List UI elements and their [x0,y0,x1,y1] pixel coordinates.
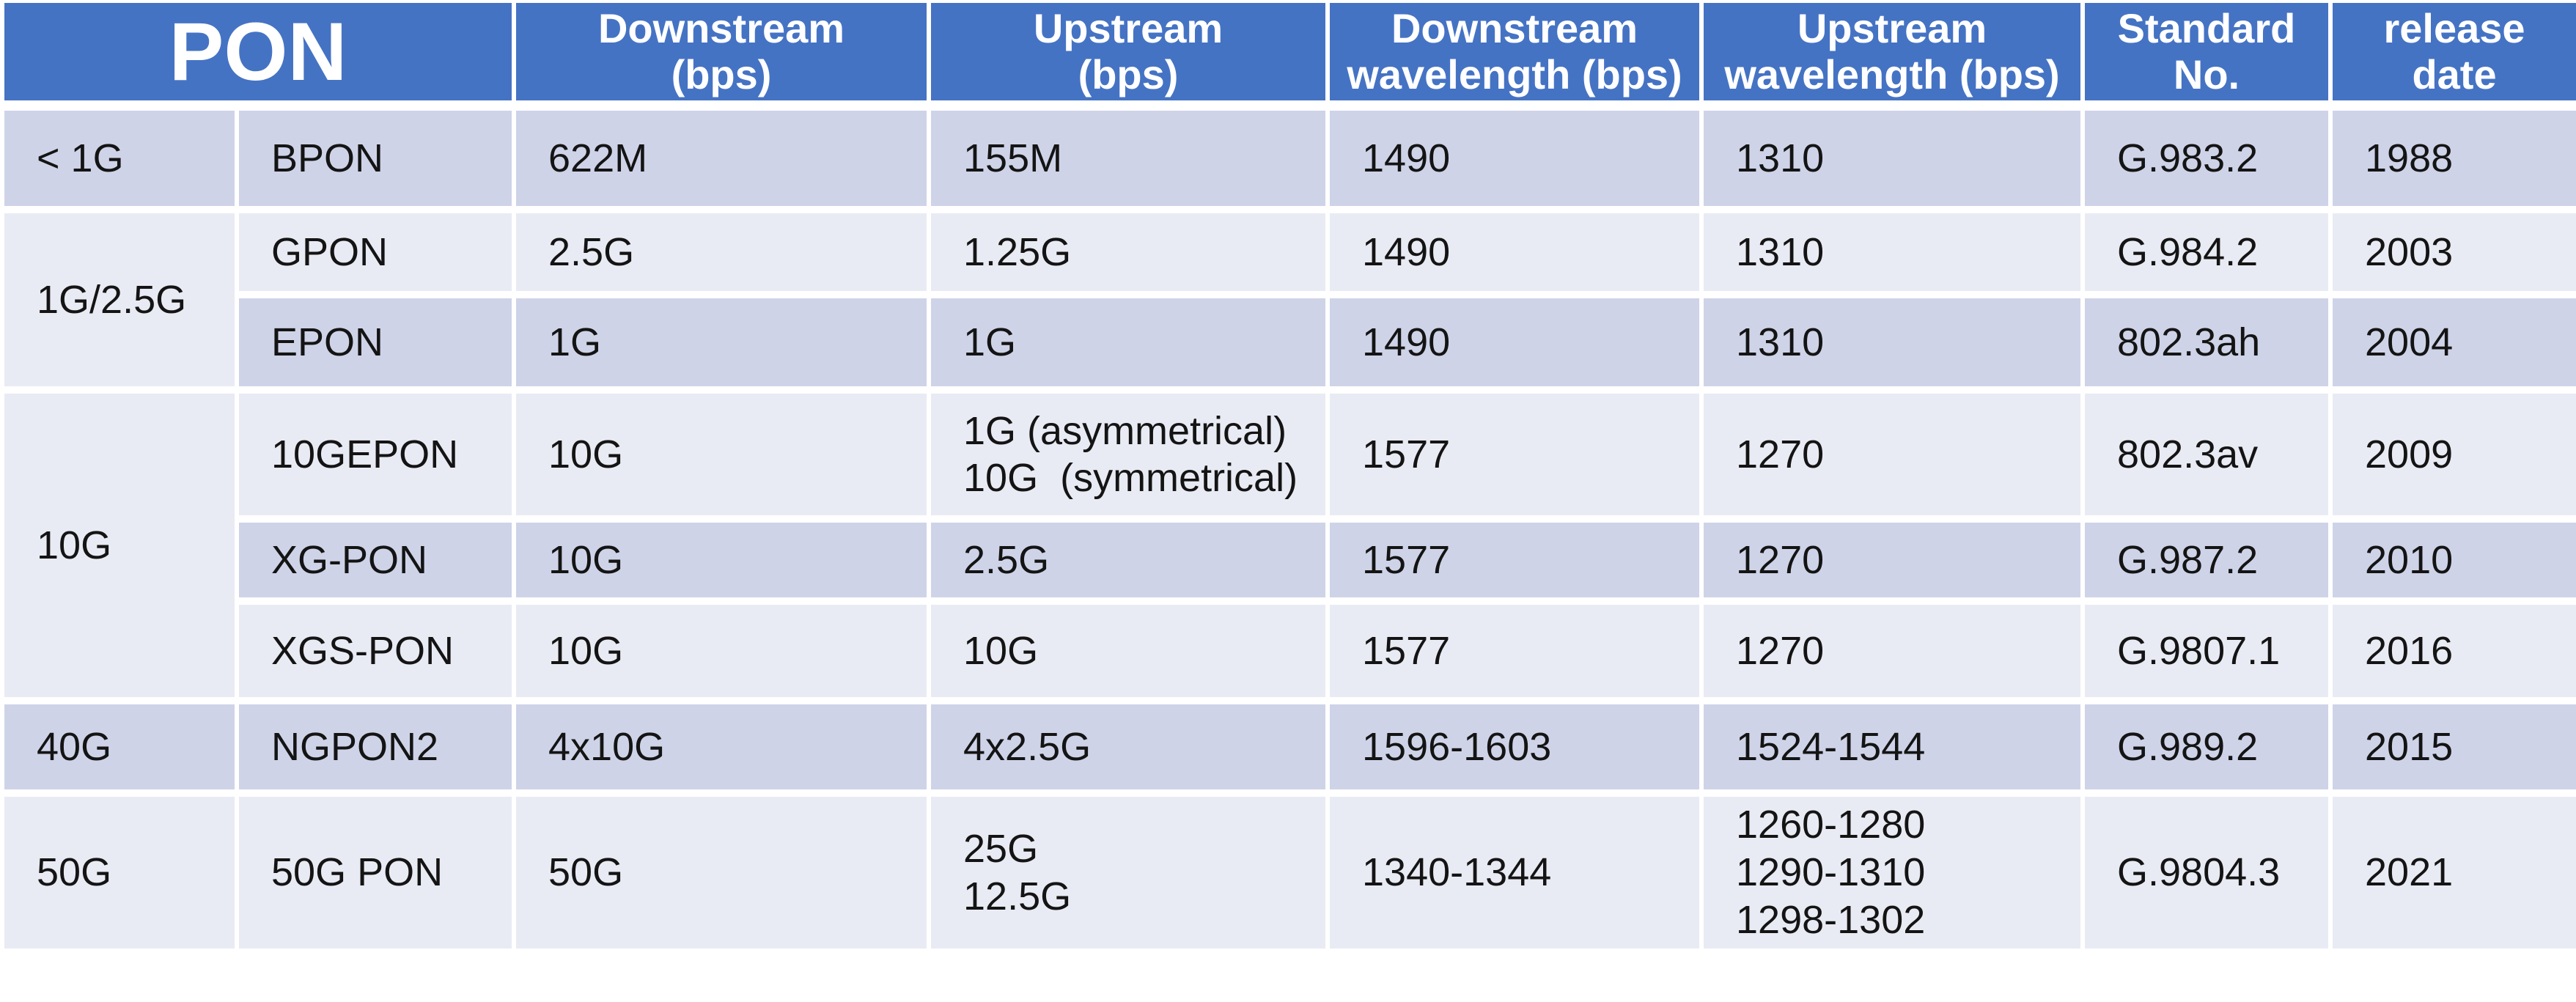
cell-xgpon-upstream-wavelength: 1270 [1699,515,2086,605]
header-downstream-bps: Downstream (bps) [512,0,932,111]
header-downstream-wavelength: Downstream wavelength (bps) [1325,0,1704,111]
cell-bpon-downstream: 622M [512,102,932,214]
cell-50gpon-standard: G.9804.3 [2080,789,2333,956]
table-row-10gepon: 10G 10GEPON 10G 1G (asymmetrical) 10G (s… [0,386,2576,705]
cell-bpon-name: BPON [234,102,517,214]
table-row-xgpon: XG-PON 10G 2.5G 1577 1270 G.987.2 2010 [2,515,2576,605]
cell-gpon-release: 2003 [2328,206,2576,299]
cell-epon-release: 2004 [2328,291,2576,394]
pon-comparison-table: PON Downstream (bps) Upstream (bps) Down… [0,0,2576,956]
cell-xgspon-release: 2016 [2328,597,2576,705]
cell-ngpon2-upstream: 4x2.5G [927,697,1331,797]
cell-ngpon2-standard: G.989.2 [2080,697,2333,797]
cell-ngpon2-downstream: 4x10G [512,697,932,797]
header-pon: PON [0,0,517,111]
header-release-date: release date [2328,0,2576,111]
cell-50gpon-downstream-wavelength: 1340-1344 [1325,789,1704,956]
table-row-bpon: < 1G BPON 622M 155M 1490 1310 G.983.2 19… [0,102,2576,214]
table-row-50gpon: 50G 50G PON 50G 25G 12.5G 1340-1344 1260… [0,789,2576,956]
cell-10gepon-upstream: 1G (asymmetrical) 10G (symmetrical) [927,386,1331,523]
table-row-epon: EPON 1G 1G 1490 1310 802.3ah 2004 [2,291,2576,394]
cell-xgspon-standard: G.9807.1 [2080,597,2333,705]
table-row-xgspon: XGS-PON 10G 10G 1577 1270 G.9807.1 2016 [2,597,2576,705]
cell-xgpon-standard: G.987.2 [2080,515,2333,605]
header-upstream-wavelength: Upstream wavelength (bps) [1699,0,2086,111]
cell-epon-downstream-wavelength: 1490 [1325,291,1704,394]
cell-group-40g: 40G [0,697,239,797]
cell-epon-upstream: 1G [927,291,1331,394]
cell-10gepon-standard: 802.3av [2080,386,2333,523]
table-row-gpon: 1G/2.5G GPON 2.5G 1.25G 1490 1310 G.984.… [0,206,2576,394]
cell-50gpon-upstream: 25G 12.5G [927,789,1331,956]
cell-xgpon-downstream: 10G [512,515,932,605]
cell-gpon-upstream-wavelength: 1310 [1699,206,2086,299]
cell-gpon-downstream: 2.5G [512,206,932,299]
cell-epon-downstream: 1G [512,291,932,394]
cell-bpon-downstream-wavelength: 1490 [1325,102,1704,214]
cell-xgspon-downstream: 10G [512,597,932,705]
cell-gpon-standard: G.984.2 [2080,206,2333,299]
cell-xgpon-name: XG-PON [234,515,517,605]
cell-10gepon-release: 2009 [2328,386,2576,523]
cell-50gpon-name: 50G PON [234,789,517,956]
cell-xgpon-downstream-wavelength: 1577 [1325,515,1704,605]
cell-gpon-downstream-wavelength: 1490 [1325,206,1704,299]
cell-10gepon-name: 10GEPON [234,386,517,523]
table-row-ngpon2: 40G NGPON2 4x10G 4x2.5G 1596-1603 1524-1… [0,697,2576,797]
cell-ngpon2-name: NGPON2 [234,697,517,797]
table-header-row: PON Downstream (bps) Upstream (bps) Down… [0,0,2576,111]
header-standard-no: Standard No. [2080,0,2333,111]
cell-epon-upstream-wavelength: 1310 [1699,291,2086,394]
cell-xgpon-upstream: 2.5G [927,515,1331,605]
cell-50gpon-downstream: 50G [512,789,932,956]
cell-xgspon-upstream-wavelength: 1270 [1699,597,2086,705]
cell-10gepon-upstream-wavelength: 1270 [1699,386,2086,523]
cell-bpon-release: 1988 [2328,102,2576,214]
cell-bpon-upstream: 155M [927,102,1331,214]
cell-epon-name: EPON [234,291,517,394]
cell-xgspon-downstream-wavelength: 1577 [1325,597,1704,705]
cell-ngpon2-release: 2015 [2328,697,2576,797]
cell-epon-standard: 802.3ah [2080,291,2333,394]
cell-10gepon-downstream: 10G [512,386,932,523]
cell-50gpon-release: 2021 [2328,789,2576,956]
cell-ngpon2-downstream-wavelength: 1596-1603 [1325,697,1704,797]
cell-gpon-upstream: 1.25G [927,206,1331,299]
cell-xgspon-upstream: 10G [927,597,1331,705]
cell-group-50g: 50G [0,789,239,956]
cell-xgpon-release: 2010 [2328,515,2576,605]
cell-50gpon-upstream-wavelength: 1260-1280 1290-1310 1298-1302 [1699,789,2086,956]
cell-ngpon2-upstream-wavelength: 1524-1544 [1699,697,2086,797]
cell-group-10g: 10G [0,386,239,705]
cell-bpon-upstream-wavelength: 1310 [1699,102,2086,214]
cell-xgspon-name: XGS-PON [234,597,517,705]
cell-gpon-name: GPON [234,206,517,299]
header-upstream-bps: Upstream (bps) [927,0,1331,111]
cell-bpon-standard: G.983.2 [2080,102,2333,214]
cell-10gepon-downstream-wavelength: 1577 [1325,386,1704,523]
cell-group-lt1g: < 1G [0,102,239,214]
cell-group-1g-2-5g: 1G/2.5G [0,206,239,394]
